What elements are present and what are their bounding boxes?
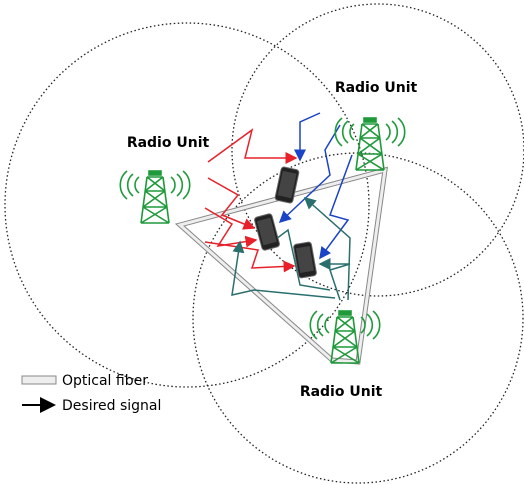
signals [204,112,353,301]
phone [254,213,280,251]
tower [310,311,379,363]
legend-label: Optical fiber [62,373,148,389]
node-label: Radio Unit [300,384,383,400]
node-label: Radio Unit [127,135,210,151]
tower [120,171,189,223]
fiber-swatch [21,375,57,385]
legend-label: Desired signal [62,398,161,414]
node-label: Radio Unit [335,80,418,96]
cell [192,152,524,484]
tower [335,118,404,170]
phone [275,167,300,204]
cell [231,3,524,297]
legend: Optical fiber Desired signal [21,373,161,414]
cell [4,22,370,388]
